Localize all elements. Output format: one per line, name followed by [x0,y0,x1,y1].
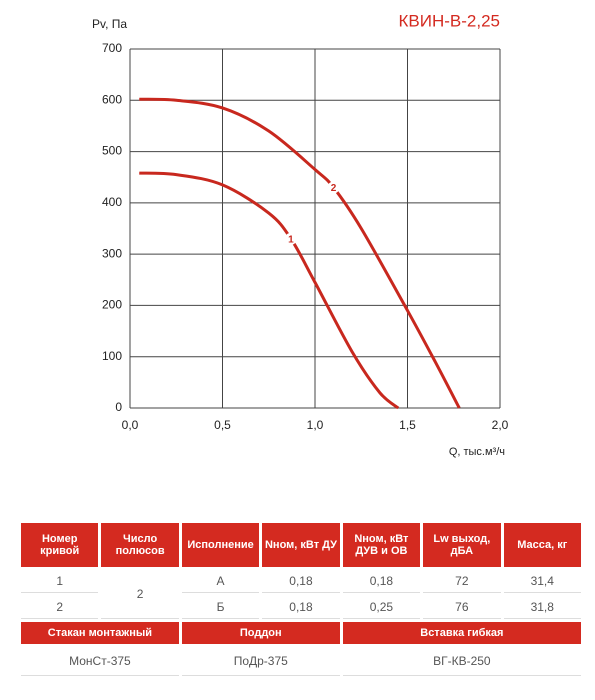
header-cell: Nном, кВт ДУВ и ОВ [342,523,421,567]
cell: 2 [101,570,179,619]
header-cell: Исполнение [181,523,260,567]
header-cell: Nном, кВт ДУ [262,523,340,567]
cell: ВГ-КВ-250 [342,647,581,676]
chart-title: КВИН-В-2,25 [399,11,501,30]
chart: КВИН-В-2,25 Pv, Па Q, тыс.м³/ч 0 100 200 30… [92,11,509,458]
y-tick-label: 400 [102,195,122,209]
cell: Б [181,596,260,619]
header-cell: Стакан монтажный [21,622,179,644]
y-tick-label: 600 [102,92,122,106]
cell: МонСт-375 [21,647,179,676]
curve [139,171,400,410]
x-tick-label: 0,0 [122,418,139,432]
y-tick-label: 100 [102,349,122,363]
x-axis-label: Q, тыс.м³/ч [449,446,505,458]
y-tick-label: 500 [102,144,122,158]
cell: 0,25 [342,596,421,619]
header-cell: Lw выход, дБА [423,523,501,567]
y-axis-label: Pv, Па [92,17,127,31]
cell: 72 [423,570,501,593]
cell: ПоДр-375 [181,647,340,676]
cell: 31,8 [503,596,581,619]
y-tick-label: 0 [115,400,122,414]
cell: 31,4 [503,570,581,593]
x-tick-label: 0,5 [214,418,231,432]
cell: А [181,570,260,593]
header-cell: Поддон [181,622,340,644]
data-table: Номер кривой Число полюсов Исполнение Nн… [18,520,584,679]
cell: 0,18 [342,570,421,593]
header-cell: Число полюсов [101,523,179,567]
x-tick-label: 2,0 [492,418,509,432]
curve-label: 2 [331,183,337,194]
y-tick-label: 300 [102,246,122,260]
x-tick-label: 1,0 [307,418,324,432]
cell: 0,18 [262,570,340,593]
curve [139,97,461,409]
x-tick-label: 1,5 [399,418,416,432]
cell: 0,18 [262,596,340,619]
cell: 1 [21,570,99,593]
curve-label-bg [327,181,340,194]
curve-label-bg [284,232,297,245]
header-cell: Вставка гибкая [342,622,581,644]
y-tick-label: 700 [102,41,122,55]
header-cell: Масса, кг [503,523,581,567]
curve-label: 1 [288,234,294,245]
y-tick-label: 200 [102,298,122,312]
header-cell: Номер кривой [21,523,99,567]
cell: 76 [423,596,501,619]
cell: 2 [21,596,99,619]
